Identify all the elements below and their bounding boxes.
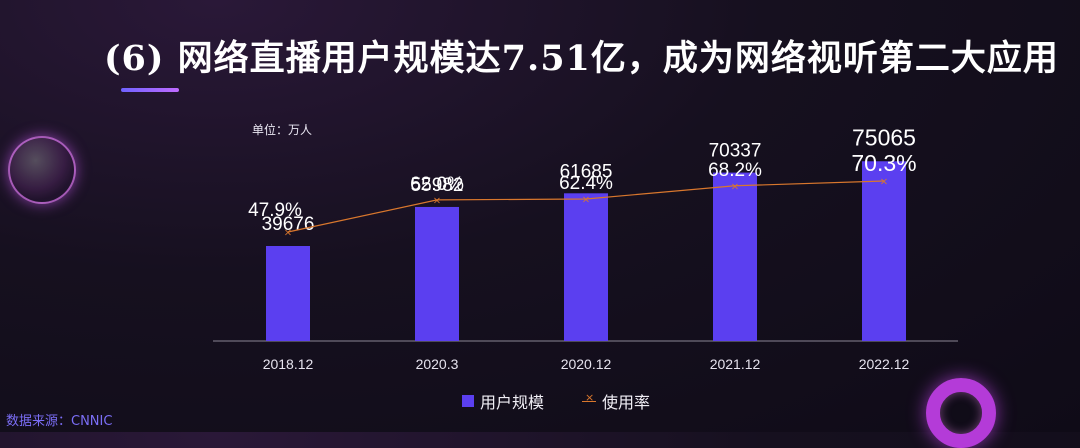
- x-tick-label: 2021.12: [710, 356, 761, 372]
- chart-canvas: 396762018.12559822020.3616852020.1270337…: [213, 124, 958, 372]
- decorative-orb-left: [8, 136, 76, 204]
- bar-value-label: 61685: [560, 161, 613, 182]
- rate-value-label: 68.2%: [708, 160, 762, 181]
- page-title: (6) 网络直播用户规模达7.51亿，成为网络视听第二大应用: [104, 38, 1059, 79]
- x-tick-label: 2020.3: [416, 356, 459, 372]
- rate-value-label: 47.9%: [248, 200, 302, 221]
- chart-legend: 用户规模 使用率: [462, 389, 650, 413]
- legend-line-swatch: [582, 392, 597, 407]
- x-tick-label: 2018.12: [263, 356, 314, 372]
- legend-bar-swatch: [462, 395, 474, 407]
- bar-2022.12: [862, 161, 906, 341]
- rate-point-marker: ×: [284, 228, 292, 239]
- data-source: 数据来源：CNNIC: [6, 414, 113, 429]
- bar-value-label: 55982: [411, 175, 464, 196]
- bar-2018.12: [266, 246, 310, 341]
- bar-value-label: 75065: [852, 124, 916, 150]
- rate-point-marker: ×: [582, 194, 590, 205]
- x-tick-label: 2020.12: [561, 356, 612, 372]
- legend-item-rate: 使用率: [582, 389, 650, 413]
- x-tick-label: 2022.12: [859, 356, 910, 372]
- rate-point-marker: ×: [731, 181, 739, 192]
- rate-point-marker: ×: [880, 177, 888, 188]
- rate-value-label: 62.0%: [410, 174, 464, 195]
- bar-2021.12: [713, 172, 757, 341]
- legend-item-users: 用户规模: [462, 389, 544, 413]
- unit-label: 单位：万人: [252, 123, 313, 137]
- title-underline: [121, 88, 179, 92]
- bar-value-label: 70337: [709, 141, 762, 162]
- rate-line: [287, 180, 885, 233]
- bar-2020.12: [564, 193, 608, 341]
- legend-bar-label: 用户规模: [480, 393, 545, 412]
- legend-line-label: 使用率: [602, 393, 651, 412]
- rate-value-label: 70.3%: [851, 150, 916, 176]
- rate-point-marker: ×: [433, 195, 441, 206]
- bar-2020.3: [415, 206, 459, 341]
- rate-value-label: 62.4%: [559, 173, 613, 194]
